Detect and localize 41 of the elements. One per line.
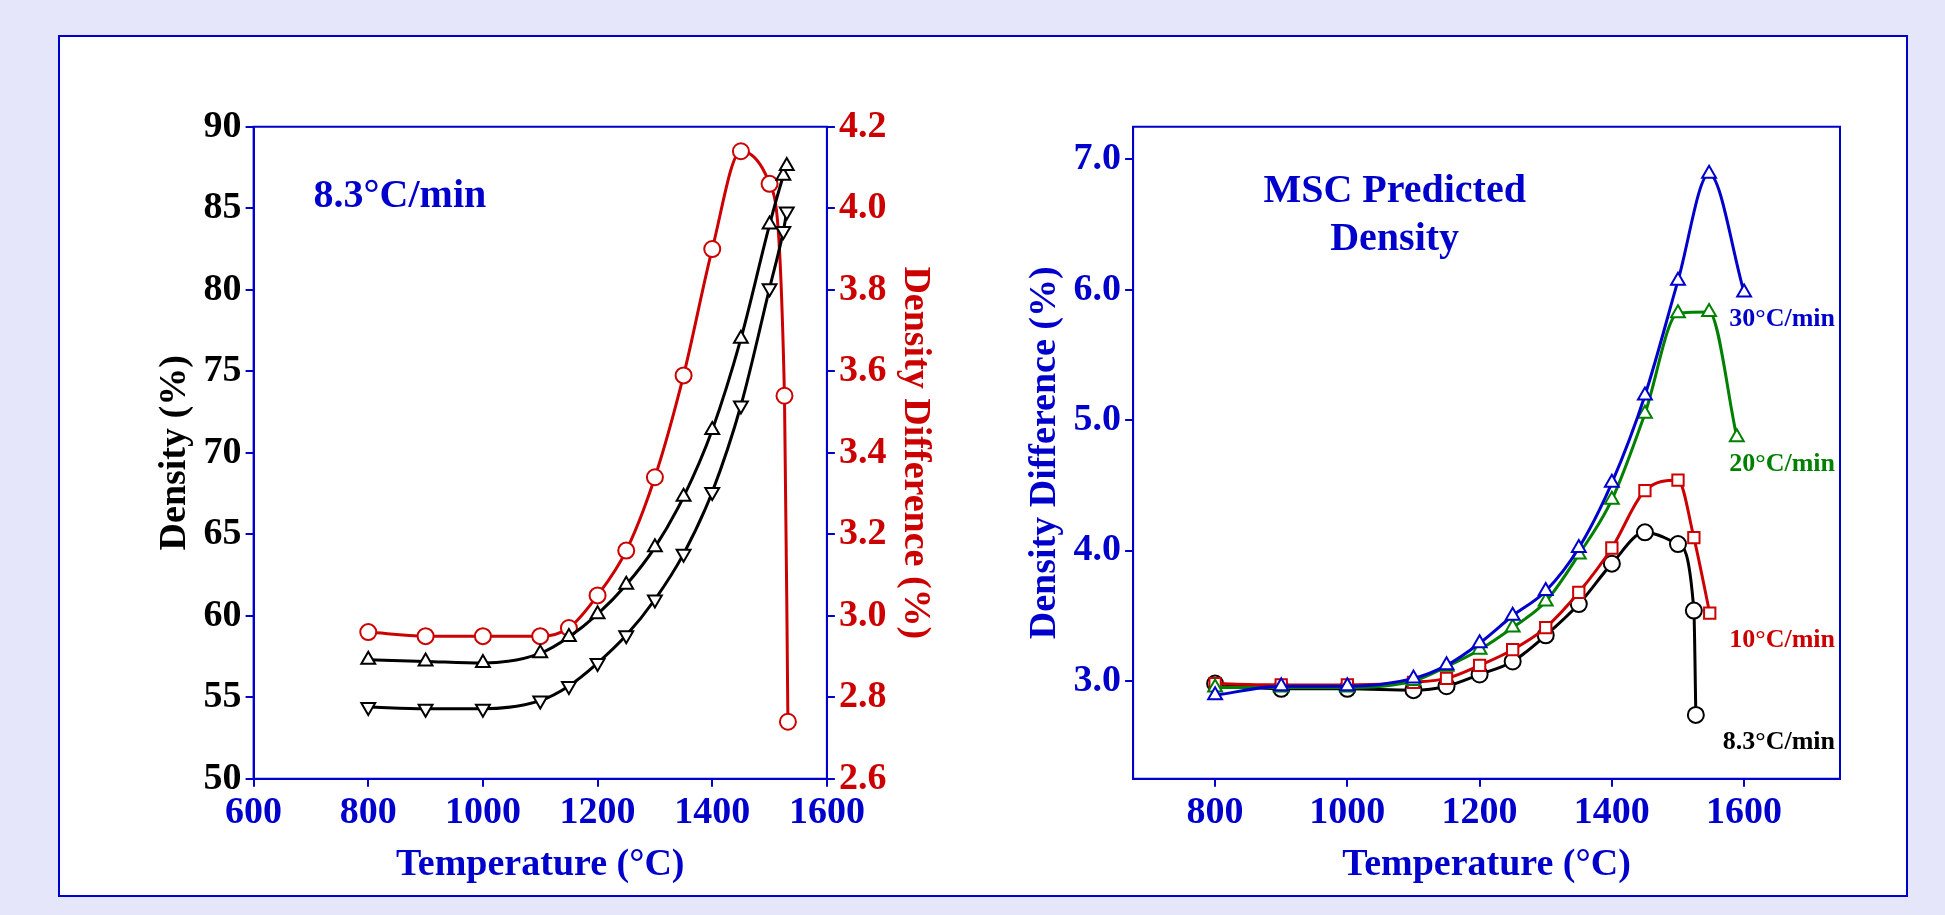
y-tick-label: 6.0 [1073,265,1122,308]
x-tick-label: 1200 [559,789,636,832]
x-axis-title: Temperature (°C) [395,841,685,885]
y-tick-label: 70 [203,428,242,471]
x-tick-label: 1200 [1441,789,1518,832]
text: MSC Predicted Density [1263,166,1526,260]
x-tick-label: 1400 [1573,789,1650,832]
y2-tick-label: 3.0 [838,591,887,634]
y-axis-title: Density Difference (%) [1020,266,1064,640]
x-tick-label: 1400 [674,789,751,832]
y-tick-label: 4.0 [1073,526,1122,569]
y-tick-label: 85 [203,184,242,227]
y2-tick-label: 3.4 [838,428,887,471]
series-label: 8.3°C/min [1722,725,1836,755]
annotation: 8.3°C/min [313,171,487,217]
x-tick-label: 800 [339,789,397,832]
y2-tick-label: 2.8 [838,673,887,716]
series-label: 30°C/min [1729,303,1836,333]
y2-tick-label: 3.8 [838,265,887,308]
y-tick-label: 3.0 [1073,656,1122,699]
y-tick-label: 65 [203,510,242,553]
y-tick-label: 60 [203,591,242,634]
y-tick-label: 80 [203,265,242,308]
series-label: 10°C/min [1729,623,1836,653]
y2-tick-label: 4.2 [838,102,887,145]
y-axis-title: Density (%) [150,355,194,551]
y2-tick-label: 4.0 [838,184,887,227]
y-tick-label: 7.0 [1073,135,1122,178]
y-tick-label: 75 [203,347,242,390]
y2-tick-label: 3.6 [838,347,887,390]
y2-tick-label: 3.2 [838,510,887,553]
y-tick-label: 5.0 [1073,396,1122,439]
y-tick-label: 55 [203,673,242,716]
y2-axis-title: Density Difference (%) [896,266,940,640]
x-tick-label: 1600 [1706,789,1783,832]
y-tick-label: 90 [203,102,242,145]
x-tick-label: 1000 [1309,789,1386,832]
x-tick-label: 800 [1186,789,1244,832]
x-tick-label: 1000 [444,789,521,832]
series-label: 20°C/min [1729,447,1836,477]
x-axis-title: Temperature (°C) [1342,841,1631,885]
